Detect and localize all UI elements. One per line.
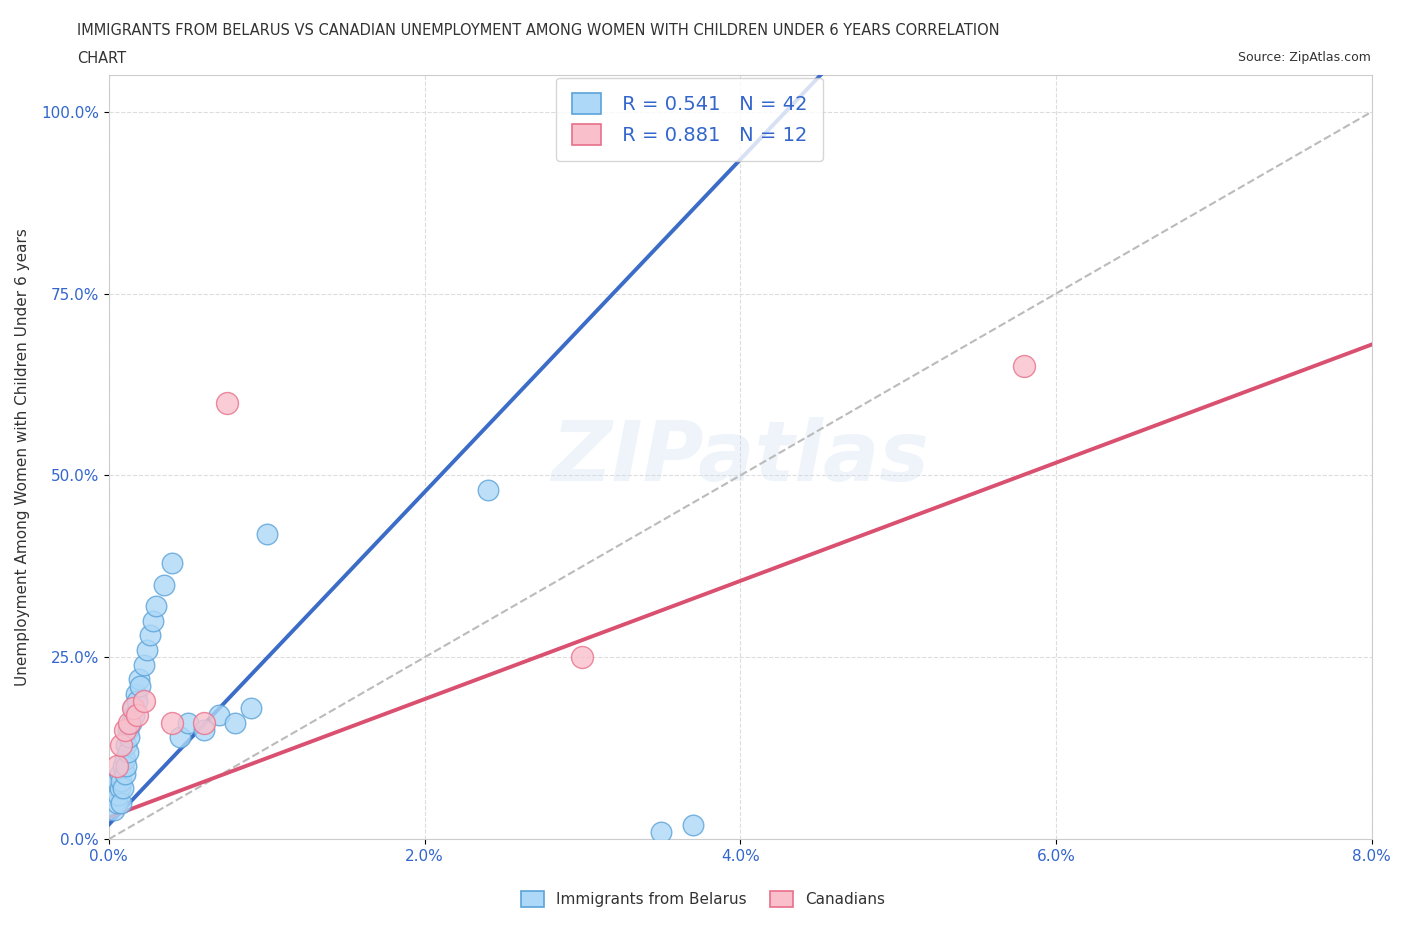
Point <box>1014 359 1036 374</box>
Point <box>169 730 191 745</box>
Point <box>239 701 262 716</box>
Point <box>177 715 200 730</box>
Point <box>208 708 231 723</box>
Point <box>112 781 135 796</box>
Point <box>122 708 145 723</box>
Point <box>105 774 128 789</box>
Point <box>224 715 246 730</box>
Point <box>121 701 143 716</box>
Point <box>217 395 239 410</box>
Point <box>114 723 136 737</box>
Point <box>682 817 704 832</box>
Point <box>110 774 132 789</box>
Point <box>160 715 183 730</box>
Point <box>105 759 128 774</box>
Text: CHART: CHART <box>77 51 127 66</box>
Point <box>193 723 215 737</box>
Point <box>160 555 183 570</box>
Point <box>650 824 672 839</box>
Y-axis label: Unemployment Among Women with Children Under 6 years: Unemployment Among Women with Children U… <box>15 229 30 686</box>
Point <box>145 599 167 614</box>
Point <box>132 658 155 672</box>
Point <box>115 759 138 774</box>
Point <box>256 526 278 541</box>
Point <box>117 744 139 759</box>
Legend:  R = 0.541   N = 42,  R = 0.881   N = 12: R = 0.541 N = 42, R = 0.881 N = 12 <box>555 77 824 161</box>
Point <box>121 701 143 716</box>
Text: ZIPatlas: ZIPatlas <box>551 417 929 498</box>
Text: IMMIGRANTS FROM BELARUS VS CANADIAN UNEMPLOYMENT AMONG WOMEN WITH CHILDREN UNDER: IMMIGRANTS FROM BELARUS VS CANADIAN UNEM… <box>77 23 1000 38</box>
Point <box>103 788 125 803</box>
Point <box>107 788 129 803</box>
Point <box>118 715 141 730</box>
Point <box>571 650 593 665</box>
Point <box>139 628 162 643</box>
Point <box>128 671 150 686</box>
Point <box>127 708 149 723</box>
Point <box>117 723 139 737</box>
Point <box>108 766 131 781</box>
Point <box>129 679 152 694</box>
Point <box>114 766 136 781</box>
Point <box>114 751 136 766</box>
Point <box>120 715 142 730</box>
Point <box>153 578 176 592</box>
Point <box>135 643 157 658</box>
Point <box>477 483 499 498</box>
Legend: Immigrants from Belarus, Canadians: Immigrants from Belarus, Canadians <box>515 884 891 913</box>
Point <box>193 715 215 730</box>
Point <box>110 737 132 752</box>
Point <box>110 795 132 810</box>
Point <box>115 737 138 752</box>
Point <box>105 795 128 810</box>
Point <box>112 759 135 774</box>
Point <box>118 730 141 745</box>
Point <box>108 781 131 796</box>
Point <box>132 694 155 709</box>
Text: Source: ZipAtlas.com: Source: ZipAtlas.com <box>1237 51 1371 64</box>
Point <box>124 686 146 701</box>
Point <box>142 614 165 629</box>
Point <box>103 803 125 817</box>
Point <box>127 694 149 709</box>
